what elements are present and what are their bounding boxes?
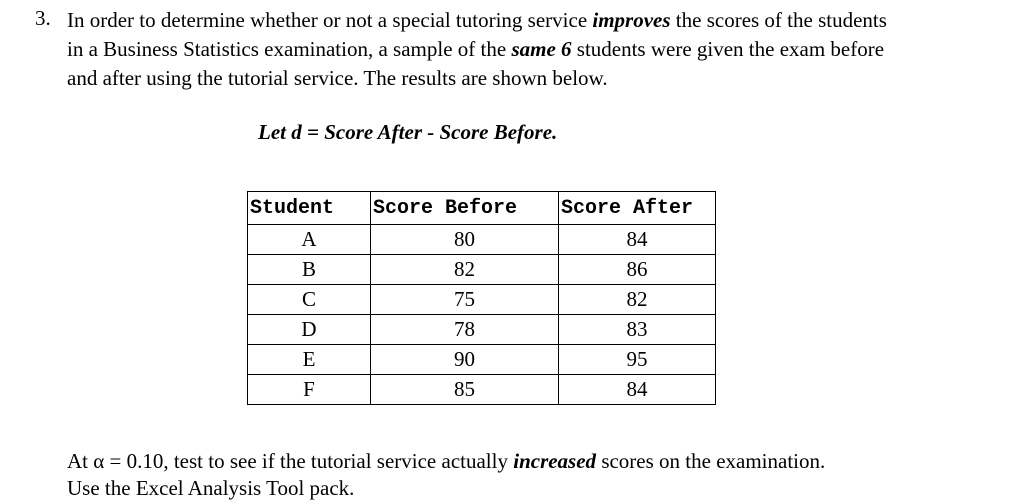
table-row: E 90 95 [247, 344, 716, 375]
cell-score-before: 80 [370, 224, 559, 255]
difference-definition: Let d = Score After - Score Before. [258, 120, 558, 144]
cell-score-before: 85 [370, 374, 559, 405]
footer-line-1-end: scores on the examination. [596, 449, 826, 473]
header-score-after: Score After [558, 191, 716, 225]
table-row: F 85 84 [247, 374, 716, 405]
question-line-1: In order to determine whether or not a s… [67, 6, 1002, 35]
question-number: 3. [35, 6, 51, 30]
footer-emphasis-increased: increased [513, 449, 597, 473]
table-row: D 78 83 [247, 314, 716, 345]
cell-score-before: 75 [370, 284, 559, 315]
cell-student: C [247, 284, 371, 315]
question-text: In order to determine whether or not a s… [67, 6, 1002, 93]
question-line-2-start: in a Business Statistics examination, a … [67, 37, 512, 61]
question-line-1-end: the scores of the students [670, 8, 887, 32]
question-emphasis-improves: improves [592, 8, 671, 32]
cell-student: E [247, 344, 371, 375]
scores-table: Student Score Before Score After A 80 84… [247, 191, 716, 405]
cell-score-before: 78 [370, 314, 559, 345]
table-row: A 80 84 [247, 224, 716, 255]
cell-student: A [247, 224, 371, 255]
cell-score-after: 83 [558, 314, 716, 345]
footer-line-1-start: At α = 0.10, test to see if the tutorial… [67, 449, 514, 473]
table-row: C 75 82 [247, 284, 716, 315]
cell-score-after: 95 [558, 344, 716, 375]
cell-score-after: 84 [558, 224, 716, 255]
cell-score-after: 82 [558, 284, 716, 315]
footer-line-1: At α = 0.10, test to see if the tutorial… [67, 448, 825, 475]
table-row: B 82 86 [247, 254, 716, 285]
question-emphasis-same: same 6 [511, 37, 572, 61]
question-line-2-end: students were given the exam before [571, 37, 885, 61]
task-instructions: At α = 0.10, test to see if the tutorial… [67, 448, 825, 502]
cell-score-before: 90 [370, 344, 559, 375]
cell-student: F [247, 374, 371, 405]
cell-student: B [247, 254, 371, 285]
header-score-before: Score Before [370, 191, 559, 225]
table-header-row: Student Score Before Score After [247, 191, 716, 225]
cell-score-after: 86 [558, 254, 716, 285]
footer-line-2: Use the Excel Analysis Tool pack. [67, 476, 355, 500]
cell-score-after: 84 [558, 374, 716, 405]
question-line-2: in a Business Statistics examination, a … [67, 35, 1002, 64]
question-line-1-start: In order to determine whether or not a s… [67, 8, 593, 32]
question-line-3: and after using the tutorial service. Th… [67, 66, 608, 90]
header-student: Student [247, 191, 371, 225]
cell-student: D [247, 314, 371, 345]
cell-score-before: 82 [370, 254, 559, 285]
